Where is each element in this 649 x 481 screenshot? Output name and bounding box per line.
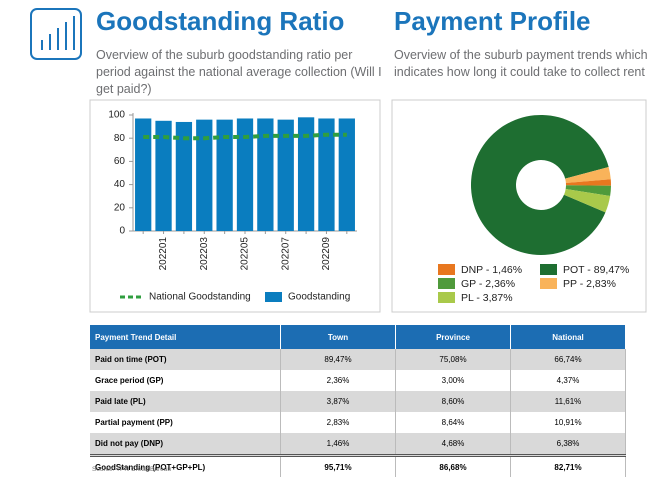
y-tick-label: 100: [108, 110, 125, 121]
x-tick-label: 202207: [280, 237, 291, 271]
table-cell: 86,68%: [395, 454, 511, 477]
header-cell: National: [510, 325, 626, 349]
line: [143, 132, 347, 141]
table-cell: 2,83%: [280, 412, 396, 433]
table-cell: Grace period (GP): [90, 370, 281, 391]
bar-chart: 0 20 40 60 80 100 202201 202203 202205 202207 2022…: [108, 110, 357, 303]
y-tick-label: 0: [119, 226, 125, 237]
table-row: Grace period (GP) 2,36% 3,00% 4,37%: [90, 370, 626, 391]
x-tick-label: 202201: [158, 237, 169, 271]
bar: [236, 118, 254, 231]
table-row: Paid late (PL) 3,87% 8,60% 11,61%: [90, 391, 626, 412]
left-title: Goodstanding Ratio: [96, 6, 345, 36]
table-cell: 75,08%: [395, 349, 511, 370]
legend-label: PP - 2,83%: [563, 278, 616, 290]
table-cell: 1,46%: [280, 433, 396, 456]
slice: [564, 188, 611, 213]
table-row: Did not pay (DNP) 1,46% 4,68% 6,38%: [90, 433, 626, 456]
table-cell: GoodStanding (POT+GP+PL): [90, 454, 281, 477]
slice: [565, 185, 611, 197]
table-cell: 2,36%: [280, 370, 396, 391]
table-cell: Paid late (PL): [90, 391, 281, 412]
icon-frame: [30, 8, 82, 60]
bar: [196, 119, 213, 231]
x-tick-label: 202203: [199, 237, 210, 271]
pie-chart: POT - 89,47% PP - 2,83% DNP - 1,46% GP - 2,…: [438, 115, 629, 304]
table-cell: 89,47%: [280, 349, 396, 370]
table-row: GoodStanding (POT+GP+PL) 95,71% 86,68% 82,7…: [90, 454, 626, 477]
right-subtitle: Overview of the suburb payment trends wh…: [394, 48, 648, 79]
source: Source: TPN Credit Bureau: [92, 466, 171, 473]
legend-swatch: [540, 264, 557, 275]
table-cell: Paid on time (POT): [90, 349, 281, 370]
table-cell: Did not pay (DNP): [90, 433, 281, 456]
table-cell: 3,00%: [395, 370, 511, 391]
table-cell: 3,87%: [280, 391, 396, 412]
table-cell: 8,64%: [395, 412, 511, 433]
header-cell: Province: [395, 325, 511, 349]
y-tick-label: 20: [114, 202, 126, 213]
header-cell: Town: [280, 325, 396, 349]
bar: [216, 119, 233, 231]
legend-label: Goodstanding: [288, 292, 350, 303]
slice: [565, 167, 611, 183]
bar: [175, 121, 193, 231]
table-row: Partial payment (PP) 2,83% 8,64% 10,91%: [90, 412, 626, 433]
legend-swatch: [265, 292, 282, 302]
table-cell: 82,71%: [510, 454, 626, 477]
bar: [257, 118, 274, 231]
table-cell: 4,68%: [395, 433, 511, 456]
bar: [277, 119, 294, 231]
legend-swatch: [438, 292, 455, 303]
bar: [338, 118, 355, 231]
bar: [155, 120, 172, 231]
legend-swatch: [540, 278, 557, 289]
header-cell: Payment Trend Detail: [90, 325, 281, 349]
table-cell: Partial payment (PP): [90, 412, 281, 433]
left-subtitle: Overview of the suburb goodstanding rati…: [96, 48, 382, 96]
table-row: Paid on time (POT) 89,47% 75,08% 66,74%: [90, 349, 626, 370]
table-cell: 4,37%: [510, 370, 626, 391]
x-tick-label: 202209: [321, 237, 332, 271]
bar: [318, 118, 335, 231]
table-cell: 6,38%: [510, 433, 626, 456]
table-cell: 95,71%: [280, 454, 396, 477]
table-cell: 10,91%: [510, 412, 626, 433]
legend-label: GP - 2,36%: [461, 278, 515, 290]
legend-label: POT - 89,47%: [563, 264, 629, 276]
legend-label: National Goodstanding: [149, 292, 251, 303]
header-row: Payment Trend Detail Town Province National: [90, 325, 626, 349]
table-cell: 66,74%: [510, 349, 626, 370]
legend-label: DNP - 1,46%: [461, 264, 522, 276]
pie-panel: [391, 99, 647, 313]
icon-bars: [41, 16, 75, 50]
legend-label: PL - 3,87%: [461, 292, 513, 304]
y-tick-label: 80: [114, 133, 126, 144]
legend-swatch: [438, 264, 455, 275]
y-tick-label: 60: [114, 156, 126, 167]
table: Payment Trend Detail Town Province National…: [90, 325, 626, 477]
bar: [135, 118, 152, 231]
right-title: Payment Profile: [394, 6, 591, 36]
slice: [565, 179, 611, 186]
y-tick-label: 40: [114, 179, 126, 190]
legend-swatch: [438, 278, 455, 289]
table-cell: 11,61%: [510, 391, 626, 412]
bar-panel: [89, 99, 381, 313]
slice: [470, 115, 609, 256]
x-tick-label: 202205: [240, 237, 251, 271]
table-cell: 8,60%: [395, 391, 511, 412]
bar: [297, 117, 315, 231]
